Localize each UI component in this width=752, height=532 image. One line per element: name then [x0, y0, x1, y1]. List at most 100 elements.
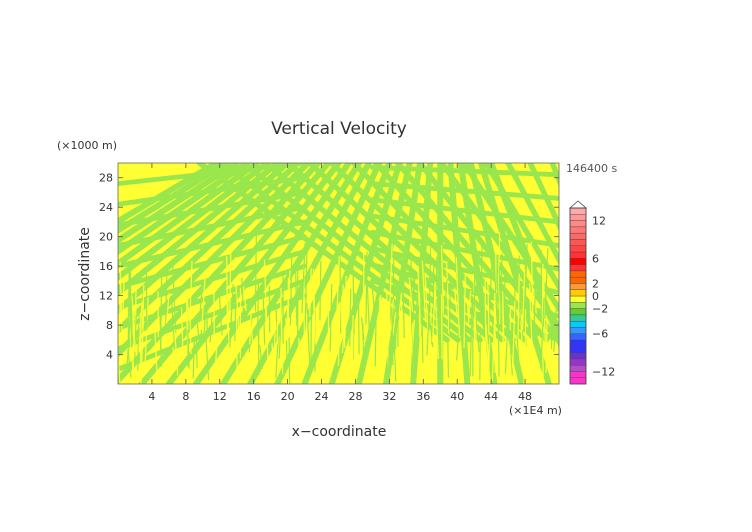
wave-band [118, 248, 307, 310]
colorbar-segment [569, 226, 587, 234]
x-tick-label: 20 [281, 390, 295, 403]
streak [144, 297, 149, 368]
streak [394, 279, 398, 350]
y-tick-label: 20 [99, 231, 113, 244]
wave-band [505, 163, 559, 266]
x-axis-ticks: 4 8 12 16 20 24 28 32 36 40 44 48 [148, 163, 532, 403]
colorbar-segment [569, 308, 587, 316]
streak [437, 293, 441, 320]
streak [170, 296, 176, 349]
streak [118, 302, 121, 339]
x-unit-label: (×1E4 m) [509, 404, 562, 417]
y-unit-label: (×1000 m) [57, 139, 117, 152]
streak [205, 334, 210, 380]
streak [259, 345, 263, 370]
streak [428, 239, 432, 312]
streak [189, 260, 193, 322]
streak [250, 321, 255, 356]
streak [180, 307, 184, 356]
streak [480, 240, 483, 317]
colorbar-segment [569, 339, 587, 347]
streak [508, 324, 513, 376]
streak [203, 296, 208, 341]
colorbar-segment [569, 364, 587, 372]
x-tick-label: 8 [182, 390, 189, 403]
colorbar-segment [569, 270, 587, 278]
streak [365, 251, 368, 325]
streak [126, 318, 131, 368]
streak [417, 266, 421, 338]
streak [275, 335, 279, 379]
wave-band [118, 163, 230, 234]
colorbar: 12 6 20−2 −6 −12 [568, 200, 615, 385]
streak [130, 304, 133, 348]
x-tick-label: 32 [382, 390, 396, 403]
streak [455, 257, 460, 336]
streak [349, 289, 352, 347]
wave-band [549, 163, 559, 188]
colorbar-segment [569, 320, 587, 328]
streak [522, 354, 525, 384]
wave-band [118, 263, 307, 331]
wave-band [118, 163, 281, 297]
streak [127, 349, 132, 379]
colorbar-segment [569, 289, 587, 297]
streak [195, 338, 198, 368]
streak [195, 316, 201, 346]
x-tick-label: 40 [450, 390, 464, 403]
streak [229, 245, 232, 320]
streak [357, 297, 360, 355]
streak [254, 230, 257, 312]
x-tick-label: 28 [348, 390, 362, 403]
colorbar-segment [569, 251, 587, 259]
streak [409, 298, 412, 351]
streak [421, 298, 424, 363]
streak [137, 314, 140, 371]
x-tick-label: 36 [416, 390, 430, 403]
streak [218, 287, 223, 336]
colorbar-segment [569, 314, 587, 322]
wave-band [527, 163, 559, 232]
streak [289, 256, 293, 326]
streak [408, 277, 414, 312]
colorbar-segment [569, 214, 587, 221]
colorbar-segment [569, 377, 587, 385]
colorbar-tick-label: 6 [592, 252, 599, 265]
streak [440, 245, 445, 314]
streak [473, 318, 476, 384]
colorbar-segment [569, 276, 587, 284]
streak [133, 315, 137, 367]
streak [298, 338, 301, 379]
wave-band [118, 278, 307, 352]
wave-band [118, 163, 322, 384]
streak [337, 302, 341, 366]
streak [286, 270, 291, 327]
streak [447, 338, 450, 378]
wave-band [662, 163, 678, 340]
streak [420, 285, 425, 318]
streak [488, 337, 490, 378]
colorbar-tick-label: 12 [592, 215, 606, 228]
streak [519, 309, 524, 370]
streak [426, 303, 431, 326]
streak [341, 302, 346, 348]
streak [132, 304, 135, 372]
streak [209, 317, 213, 343]
wave-band [370, 197, 559, 225]
colorbar-segment [569, 264, 587, 272]
wave-band [370, 181, 559, 201]
streak [493, 263, 498, 322]
y-tick-label: 8 [106, 319, 113, 332]
streak [249, 310, 252, 345]
streak [415, 306, 420, 338]
streak [138, 301, 143, 350]
streak [119, 261, 123, 340]
streak [309, 268, 312, 318]
streak [301, 242, 306, 314]
heatmap-field [118, 163, 678, 384]
wave-band [118, 234, 307, 290]
streak [306, 303, 311, 375]
streak [360, 312, 363, 339]
streak [529, 343, 534, 380]
